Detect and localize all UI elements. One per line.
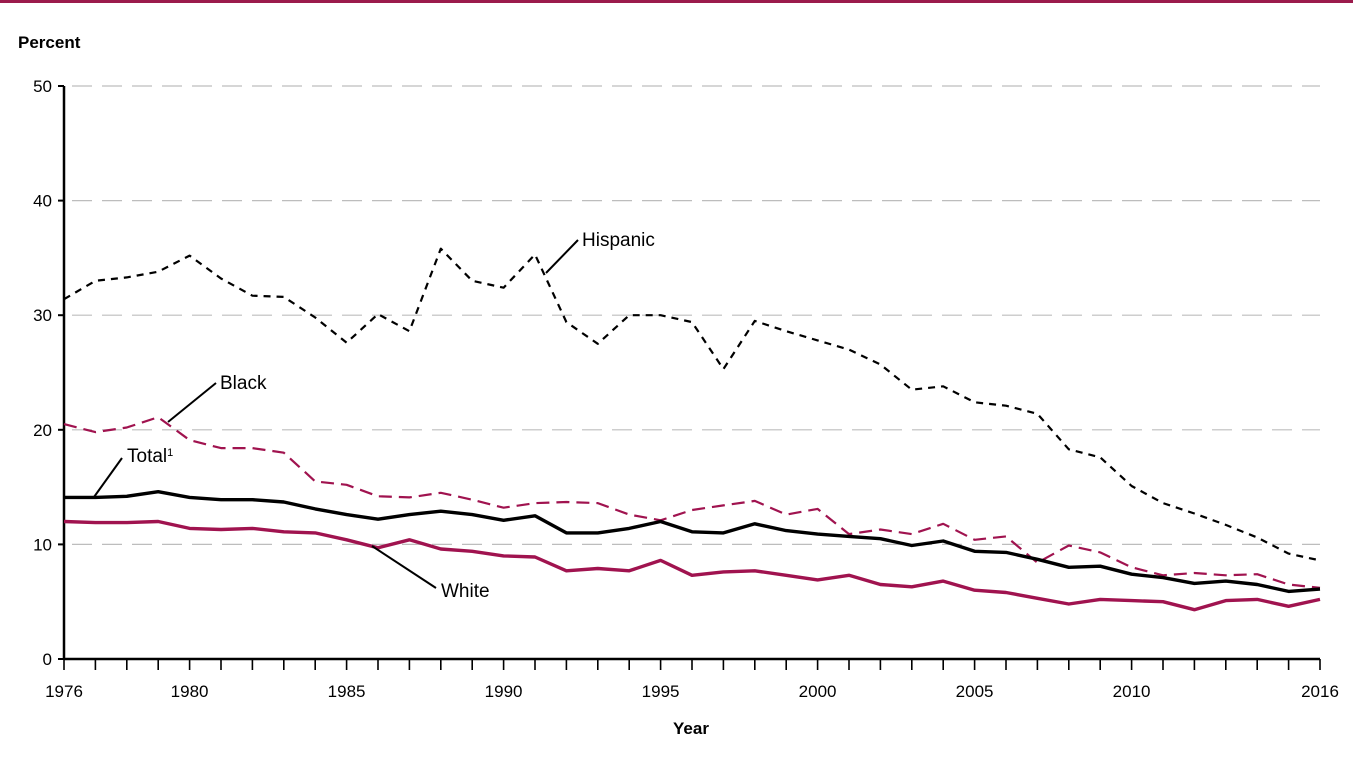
- top-rule: [0, 0, 1353, 3]
- series-label-total: Total1: [127, 446, 173, 467]
- y-ticks: 0 10 20 30 40 50: [33, 77, 64, 669]
- x-tick-label: 1990: [485, 682, 523, 701]
- leader-line-total: [93, 457, 123, 498]
- series-line-hispanic: [63, 247, 1321, 562]
- y-tick-label: 0: [43, 650, 52, 669]
- y-tick-label: 50: [33, 77, 52, 96]
- series-label-white: White: [441, 581, 490, 602]
- series-label-black: Black: [220, 373, 267, 394]
- series-line-black: [63, 416, 1321, 589]
- gridlines: [72, 85, 1320, 546]
- series-label-footnote-marker: 1: [167, 447, 173, 459]
- x-axis-title: Year: [673, 719, 709, 738]
- leader-line-white: [371, 545, 437, 589]
- x-tick-label: 1995: [642, 682, 680, 701]
- series-line-white: [63, 519, 1321, 612]
- x-tick-label: 1985: [328, 682, 366, 701]
- series-line-total: [64, 490, 1321, 594]
- y-tick-label: 40: [33, 192, 52, 211]
- x-tick-label: 1976: [45, 682, 83, 701]
- leader-line-black: [167, 382, 217, 423]
- y-tick-label: 10: [33, 535, 52, 554]
- y-tick-label: 20: [33, 421, 52, 440]
- x-tick-label: 2005: [956, 682, 994, 701]
- x-tick-label: 2010: [1113, 682, 1151, 701]
- x-ticks: 1976 1980 1985 1990 1995 2000 2005 2010 2016: [45, 659, 1339, 701]
- y-axis-title: Percent: [18, 33, 81, 52]
- series-lines: [63, 247, 1321, 612]
- y-tick-label: 30: [33, 306, 52, 325]
- series-labels: Hispanic Black Total1 White: [93, 230, 655, 602]
- leader-line-hispanic: [545, 239, 579, 274]
- x-tick-label: 1980: [171, 682, 209, 701]
- x-tick-label: 2000: [799, 682, 837, 701]
- series-label-hispanic: Hispanic: [582, 230, 655, 251]
- x-tick-label: 2016: [1301, 682, 1339, 701]
